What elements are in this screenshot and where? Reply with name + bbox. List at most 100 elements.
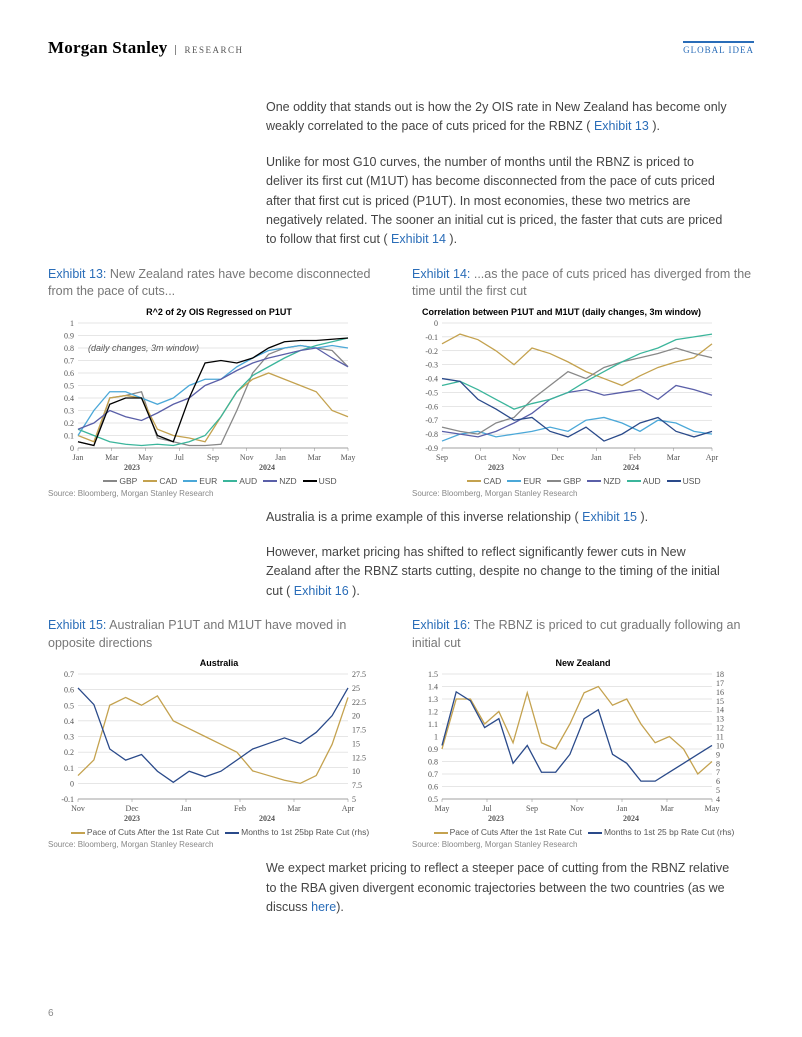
svg-text:-0.1: -0.1 <box>61 795 74 804</box>
svg-text:Mar: Mar <box>660 804 674 813</box>
exhibit-15-lead: Exhibit 15: <box>48 618 106 632</box>
svg-text:6: 6 <box>716 777 720 786</box>
exhibit-15-legend: Pace of Cuts After the 1st Rate CutMonth… <box>48 827 390 837</box>
svg-text:0.4: 0.4 <box>64 717 74 726</box>
svg-text:15: 15 <box>716 697 724 706</box>
svg-text:0: 0 <box>434 319 438 328</box>
svg-text:27.5: 27.5 <box>352 670 366 679</box>
svg-text:Jan: Jan <box>181 804 192 813</box>
svg-text:-0.7: -0.7 <box>425 416 438 425</box>
brand-block: Morgan Stanley RESEARCH <box>48 38 243 58</box>
svg-text:20: 20 <box>352 712 360 721</box>
exhibit-14-chart: -0.9-0.8-0.7-0.6-0.5-0.4-0.3-0.2-0.10Sep… <box>412 319 754 474</box>
exhibit-15-source: Source: Bloomberg, Morgan Stanley Resear… <box>48 840 390 849</box>
svg-text:0.2: 0.2 <box>64 419 74 428</box>
svg-text:14: 14 <box>716 706 724 715</box>
svg-text:-0.9: -0.9 <box>425 444 438 453</box>
svg-text:Sep: Sep <box>436 453 448 462</box>
svg-text:Oct: Oct <box>475 453 487 462</box>
page-number: 6 <box>48 1008 54 1019</box>
svg-text:Sep: Sep <box>526 804 538 813</box>
svg-text:Mar: Mar <box>308 453 322 462</box>
svg-text:0.7: 0.7 <box>428 770 438 779</box>
svg-text:-0.8: -0.8 <box>425 430 438 439</box>
svg-text:-0.4: -0.4 <box>425 374 438 383</box>
exhibits-row-1: Exhibit 13: New Zealand rates have becom… <box>48 266 754 498</box>
exhibit-16-lead: Exhibit 16: <box>412 618 470 632</box>
svg-text:May: May <box>138 453 153 462</box>
exhibit-13-lead: Exhibit 13: <box>48 267 106 281</box>
svg-text:Dec: Dec <box>126 804 139 813</box>
p4-tail: ). <box>349 584 360 598</box>
svg-text:0.5: 0.5 <box>428 795 438 804</box>
svg-text:Jan: Jan <box>617 804 628 813</box>
svg-text:0.6: 0.6 <box>64 686 74 695</box>
svg-text:10: 10 <box>716 742 724 751</box>
paragraph-5: We expect market pricing to reflect a st… <box>266 859 734 917</box>
exhibit-16-title: Exhibit 16: The RBNZ is priced to cut gr… <box>412 617 754 652</box>
svg-text:12: 12 <box>716 724 724 733</box>
svg-text:Apr: Apr <box>706 453 719 462</box>
page-tag: GLOBAL IDEA <box>683 41 754 55</box>
svg-text:Dec: Dec <box>551 453 564 462</box>
exhibit-13-link[interactable]: Exhibit 13 <box>594 119 649 133</box>
exhibit-13-title: Exhibit 13: New Zealand rates have becom… <box>48 266 390 301</box>
svg-text:Mar: Mar <box>105 453 119 462</box>
exhibit-13-chart: (daily changes, 3m window) 00.10.20.30.4… <box>48 319 390 474</box>
exhibit-13-legend: GBPCADEURAUDNZDUSD <box>48 476 390 486</box>
svg-text:9: 9 <box>716 750 720 759</box>
svg-text:1: 1 <box>70 319 74 328</box>
svg-text:2024: 2024 <box>623 814 639 823</box>
svg-text:Sep: Sep <box>207 453 219 462</box>
p2-text: Unlike for most G10 curves, the number o… <box>266 155 722 247</box>
paragraph-4: However, market pricing has shifted to r… <box>266 543 734 601</box>
svg-text:Apr: Apr <box>342 804 355 813</box>
exhibit-15-chart: -0.100.10.20.30.40.50.60.757.51012.51517… <box>48 670 390 825</box>
svg-text:0.1: 0.1 <box>64 764 74 773</box>
exhibit-16-link[interactable]: Exhibit 16 <box>294 584 349 598</box>
exhibit-14-link[interactable]: Exhibit 14 <box>391 232 446 246</box>
exhibit-14-title: Exhibit 14: ...as the pace of cuts price… <box>412 266 754 301</box>
brand-name: Morgan Stanley <box>48 38 167 58</box>
page-header: Morgan Stanley RESEARCH GLOBAL IDEA <box>48 38 754 58</box>
svg-text:2024: 2024 <box>623 463 639 472</box>
svg-text:Jul: Jul <box>175 453 185 462</box>
svg-text:0.3: 0.3 <box>64 733 74 742</box>
brand-sub: RESEARCH <box>175 45 243 55</box>
svg-text:0.9: 0.9 <box>64 331 74 340</box>
svg-text:0: 0 <box>70 444 74 453</box>
exhibit-16-chart-title: New Zealand <box>412 658 754 668</box>
svg-text:0.4: 0.4 <box>64 394 74 403</box>
exhibit-14-lead: Exhibit 14: <box>412 267 470 281</box>
svg-text:17: 17 <box>716 679 724 688</box>
svg-text:11: 11 <box>716 733 724 742</box>
svg-text:-0.1: -0.1 <box>425 333 438 342</box>
exhibit-14: Exhibit 14: ...as the pace of cuts price… <box>412 266 754 498</box>
svg-text:0: 0 <box>70 780 74 789</box>
exhibit-14-legend: CADEURGBPNZDAUDUSD <box>412 476 754 486</box>
svg-text:0.8: 0.8 <box>428 758 438 767</box>
svg-text:Nov: Nov <box>512 453 526 462</box>
here-link[interactable]: here <box>311 900 336 914</box>
exhibit-13-source: Source: Bloomberg, Morgan Stanley Resear… <box>48 489 390 498</box>
svg-text:1.5: 1.5 <box>428 670 438 679</box>
svg-text:Jan: Jan <box>73 453 84 462</box>
svg-text:13: 13 <box>716 715 724 724</box>
svg-text:Feb: Feb <box>629 453 641 462</box>
svg-text:0.1: 0.1 <box>64 431 74 440</box>
svg-text:-0.6: -0.6 <box>425 402 438 411</box>
svg-text:1: 1 <box>434 733 438 742</box>
svg-text:Nov: Nov <box>570 804 584 813</box>
p2-tail: ). <box>446 232 457 246</box>
exhibit-16-source: Source: Bloomberg, Morgan Stanley Resear… <box>412 840 754 849</box>
svg-text:15: 15 <box>352 740 360 749</box>
svg-text:7: 7 <box>716 768 720 777</box>
svg-text:1.1: 1.1 <box>428 720 438 729</box>
svg-text:1.2: 1.2 <box>428 708 438 717</box>
svg-text:2023: 2023 <box>488 463 504 472</box>
svg-text:5: 5 <box>352 795 356 804</box>
p5-tail: ). <box>336 900 344 914</box>
svg-text:10: 10 <box>352 767 360 776</box>
exhibit-13: Exhibit 13: New Zealand rates have becom… <box>48 266 390 498</box>
exhibit-15-link[interactable]: Exhibit 15 <box>582 510 637 524</box>
